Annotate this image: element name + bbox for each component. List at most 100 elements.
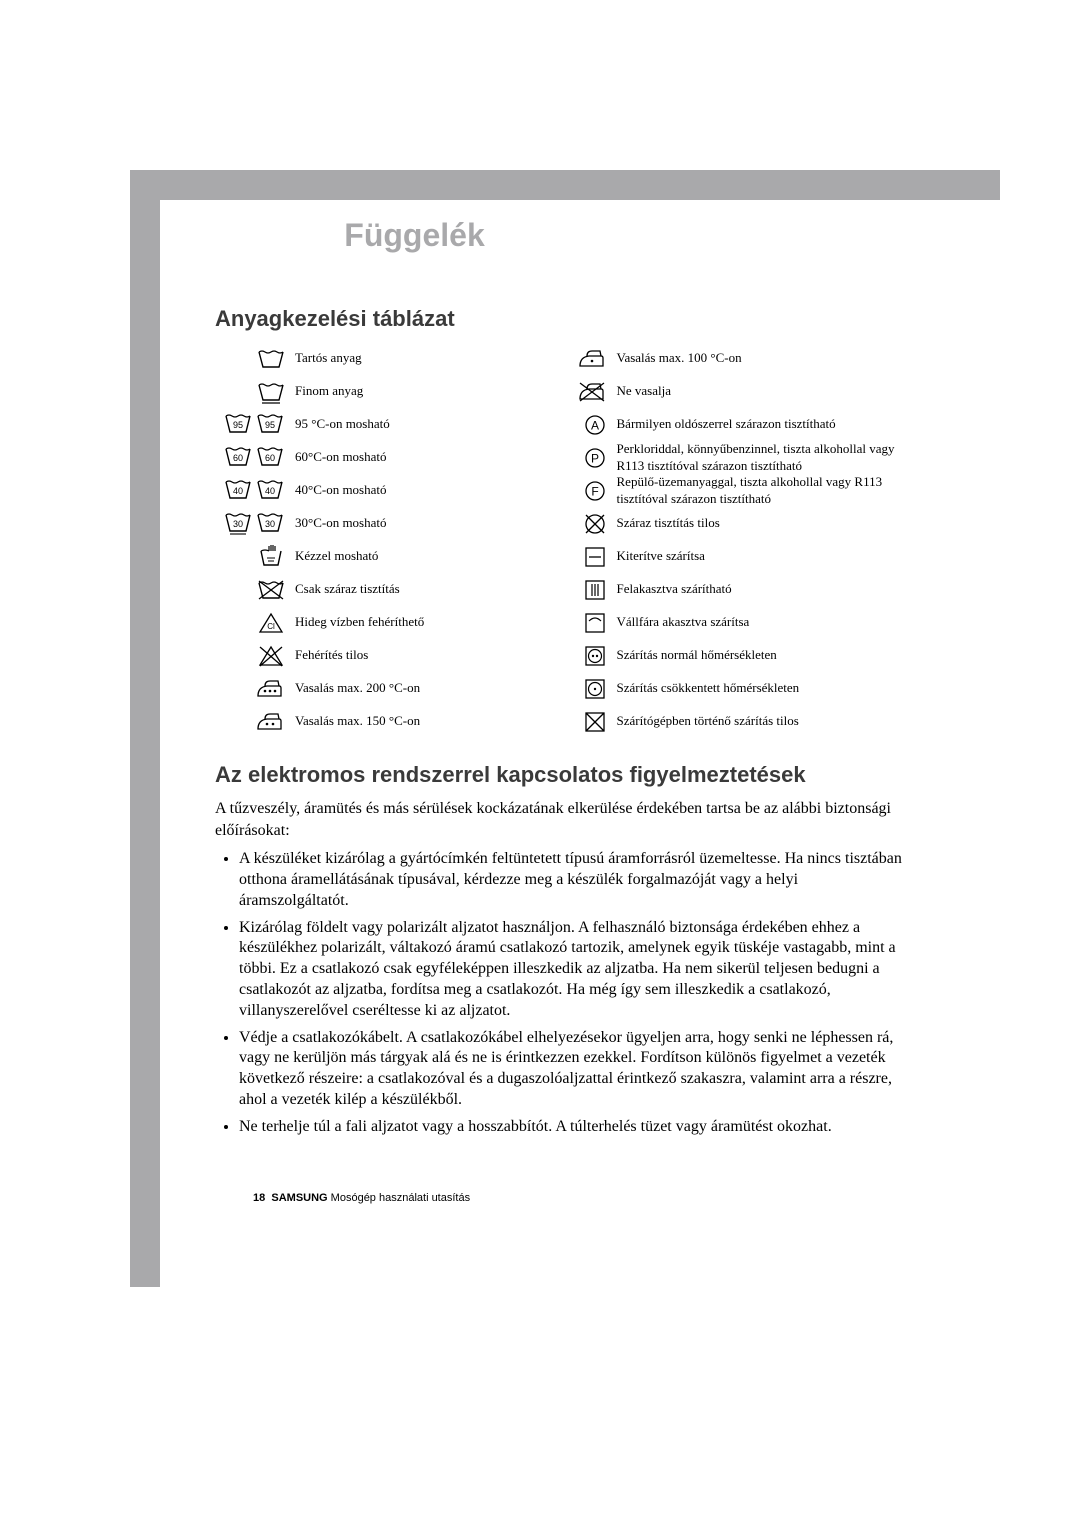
- symbol-label: Vasalás max. 200 °C-on: [285, 680, 420, 696]
- symbol-row: Csak száraz tisztítás: [215, 573, 559, 606]
- symbol-row: Cl Hideg vízben fehéríthető: [215, 606, 559, 639]
- symbol-row: Szárítás normál hőmérsékleten: [567, 639, 911, 672]
- symbol-row: Kiterítve szárítsa: [567, 540, 911, 573]
- symbol-label: Kiterítve szárítsa: [607, 548, 705, 564]
- symbol-label: Hideg vízben fehéríthető: [285, 614, 424, 630]
- symbol-label: Vasalás max. 150 °C-on: [285, 713, 420, 729]
- symbol-row: Vállfára akasztva szárítsa: [567, 606, 911, 639]
- circle-F-icon: F: [567, 479, 607, 503]
- svg-text:95: 95: [233, 420, 243, 430]
- symbol-label: 40°C-on mosható: [285, 482, 387, 498]
- symbol-label: Repülő-üzemanyaggal, tiszta alkohollal v…: [607, 474, 911, 507]
- symbol-label: Bármilyen oldószerrel szárazon tisztítha…: [607, 416, 836, 432]
- symbol-row: Vasalás max. 150 °C-on: [215, 705, 559, 738]
- circle-cross-icon: [567, 512, 607, 536]
- symbol-label: Fehérítés tilos: [285, 647, 368, 663]
- symbol-label: Vállfára akasztva szárítsa: [607, 614, 750, 630]
- iron-3-icon: [215, 677, 285, 701]
- symbol-label: Perkloriddal, könnyűbenzinnel, tiszta al…: [607, 441, 911, 474]
- symbol-label: Kézzel mosható: [285, 548, 378, 564]
- warnings-intro: A tűzveszély, áramütés és más sérülések …: [215, 798, 910, 841]
- footer-brand: SAMSUNG: [271, 1192, 327, 1204]
- symbol-row: Vasalás max. 100 °C-on: [567, 342, 911, 375]
- symbol-label: 60°C-on mosható: [285, 449, 387, 465]
- svg-text:40: 40: [265, 486, 275, 496]
- page-footer: 18 SAMSUNG Mosógép használati utasítás: [253, 1192, 470, 1204]
- symbol-label: Szárítógépben történő szárítás tilos: [607, 713, 799, 729]
- tab-title: Függelék: [344, 217, 484, 254]
- symbol-row: Szárítás csökkentett hőmérsékleten: [567, 672, 911, 705]
- symbol-label: Felakasztva szárítható: [607, 581, 732, 597]
- symbol-row: F Repülő-üzemanyaggal, tiszta alkohollal …: [567, 474, 911, 507]
- iron-1-icon: [567, 347, 607, 371]
- page-number: 18: [253, 1192, 265, 1204]
- warning-item: Védje a csatlakozókábelt. A csatlakozóká…: [239, 1028, 910, 1111]
- symbol-label: Csak száraz tisztítás: [285, 581, 400, 597]
- symbol-row: Felakasztva szárítható: [567, 573, 911, 606]
- tub-95-double-icon: 95 95: [215, 412, 285, 438]
- symbol-row: P Perkloriddal, könnyűbenzinnel, tiszta a…: [567, 441, 911, 474]
- warning-item: Kizárólag földelt vagy polarizált aljzat…: [239, 918, 910, 1022]
- symbol-row: Finom anyag: [215, 375, 559, 408]
- symbol-row: Száraz tisztítás tilos: [567, 507, 911, 540]
- symbol-label: Ne vasalja: [607, 383, 672, 399]
- symbol-column-left: Tartós anyag Finom anyag 95 95 95 °C-on mosh…: [215, 342, 559, 738]
- iron-cross-icon: [567, 380, 607, 404]
- svg-text:P: P: [590, 451, 598, 465]
- sq-cross-icon: [567, 710, 607, 734]
- symbol-label: Finom anyag: [285, 383, 363, 399]
- page-content: Anyagkezelési táblázat Tartós anyag Finom…: [215, 290, 910, 1144]
- tub-40-double-icon: 4040: [215, 478, 285, 504]
- triangle-cl-icon: Cl: [215, 611, 285, 635]
- fabric-care-symbol-table: Tartós anyag Finom anyag 95 95 95 °C-on mosh…: [215, 342, 910, 738]
- symbol-label: 95 °C-on mosható: [285, 416, 390, 432]
- decorative-top-bar: [130, 170, 1000, 200]
- symbol-label: Szárítás normál hőmérsékleten: [607, 647, 777, 663]
- tub-cross-icon: [215, 578, 285, 602]
- symbol-row: Kézzel mosható: [215, 540, 559, 573]
- symbol-label: Tartós anyag: [285, 350, 362, 366]
- tub-line-icon: [215, 380, 285, 404]
- symbol-row: Vasalás max. 200 °C-on: [215, 672, 559, 705]
- svg-text:Cl: Cl: [267, 622, 275, 631]
- svg-text:F: F: [591, 484, 598, 498]
- symbol-row: 30 30 30°C-on mosható: [215, 507, 559, 540]
- section-heading-electrical-warnings: Az elektromos rendszerrel kapcsolatos fi…: [215, 762, 910, 788]
- symbol-row: Fehérítés tilos: [215, 639, 559, 672]
- svg-text:60: 60: [233, 453, 243, 463]
- manual-page: Függelék Anyagkezelési táblázat Tartós a…: [0, 0, 1080, 1527]
- sq-circle-2-icon: [567, 644, 607, 668]
- symbol-label: Szárítás csökkentett hőmérsékleten: [607, 680, 800, 696]
- circle-P-icon: P: [567, 446, 607, 470]
- warning-item: A készüléket kizárólag a gyártócímkén fe…: [239, 849, 910, 911]
- warning-item: Ne terhelje túl a fali aljzatot vagy a h…: [239, 1117, 910, 1138]
- circle-A-icon: A: [567, 413, 607, 437]
- sq-vbars-icon: [567, 578, 607, 602]
- decorative-left-bar: [130, 170, 160, 1287]
- footer-text: Mosógép használati utasítás: [331, 1192, 470, 1204]
- iron-2-icon: [215, 710, 285, 734]
- tub-icon: [215, 347, 285, 371]
- symbol-row: Szárítógépben történő szárítás tilos: [567, 705, 911, 738]
- symbol-label: Vasalás max. 100 °C-on: [607, 350, 742, 366]
- svg-text:60: 60: [265, 453, 275, 463]
- svg-text:95: 95: [265, 420, 275, 430]
- symbol-label: 30°C-on mosható: [285, 515, 387, 531]
- svg-text:30: 30: [265, 519, 275, 529]
- symbol-row: ABármilyen oldószerrel szárazon tisztíth…: [567, 408, 911, 441]
- tub-60-double-icon: 60 60: [215, 445, 285, 471]
- warnings-list: A készüléket kizárólag a gyártócímkén fe…: [239, 849, 910, 1137]
- sq-hanger-icon: [567, 611, 607, 635]
- symbol-row: Tartós anyag: [215, 342, 559, 375]
- symbol-row: Ne vasalja: [567, 375, 911, 408]
- triangle-cross-icon: [215, 644, 285, 668]
- svg-text:30: 30: [233, 519, 243, 529]
- tub-30-double-icon: 30 30: [215, 511, 285, 537]
- section-tab: Függelék: [273, 200, 556, 270]
- symbol-row: 404040°C-on mosható: [215, 474, 559, 507]
- section-heading-fabric-table: Anyagkezelési táblázat: [215, 306, 910, 332]
- hand-wash-icon: [215, 545, 285, 569]
- sq-hbar-icon: [567, 545, 607, 569]
- symbol-row: 60 60 60°C-on mosható: [215, 441, 559, 474]
- sq-circle-1-icon: [567, 677, 607, 701]
